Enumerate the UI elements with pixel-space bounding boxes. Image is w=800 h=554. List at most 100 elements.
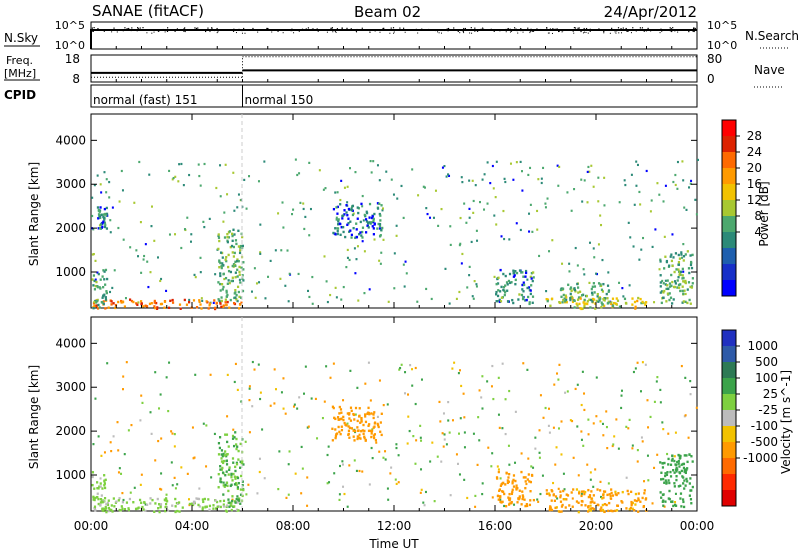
echo-point — [571, 505, 574, 508]
echo-point — [151, 498, 154, 502]
nsky-point — [647, 27, 649, 29]
echo-point — [107, 509, 110, 513]
echo-point — [96, 285, 99, 288]
echo-point — [230, 473, 233, 476]
echo-point — [122, 238, 125, 241]
echo-point — [245, 207, 248, 210]
echo-point — [525, 482, 528, 486]
echo-point — [416, 300, 419, 303]
echo-point — [493, 214, 496, 217]
echo-point — [616, 299, 620, 302]
echo-point — [224, 298, 227, 301]
echo-point — [562, 293, 565, 297]
echo-point — [215, 302, 218, 305]
echo-point — [505, 504, 508, 508]
echo-point — [695, 406, 698, 409]
echo-point — [104, 505, 107, 509]
echo-point — [101, 221, 104, 225]
echo-point — [458, 432, 461, 435]
echo-point — [548, 250, 551, 253]
echo-point — [98, 214, 101, 217]
echo-point — [170, 430, 173, 433]
echo-point — [217, 236, 221, 239]
echo-point — [597, 176, 600, 179]
nsky-point — [336, 28, 339, 30]
echo-point — [688, 271, 691, 275]
echo-point — [685, 468, 688, 472]
y-tick-label: 2000 — [55, 221, 86, 235]
echo-point — [524, 504, 527, 508]
echo-point — [159, 302, 163, 306]
nave-tick-bottom: 0 — [707, 72, 715, 86]
echo-point — [578, 490, 581, 494]
echo-point — [340, 417, 343, 420]
echo-point — [521, 490, 524, 493]
echo-point — [521, 297, 525, 301]
echo-point — [566, 494, 570, 497]
echo-point — [525, 503, 528, 506]
echo-point — [676, 468, 679, 471]
echo-point — [347, 433, 350, 436]
echo-point — [602, 493, 605, 497]
nsearch-point — [618, 32, 620, 34]
nsky-point — [383, 27, 385, 29]
echo-point — [226, 282, 229, 285]
echo-point — [378, 450, 381, 453]
echo-point — [234, 477, 237, 480]
echo-point — [233, 475, 236, 478]
echo-point — [374, 438, 377, 442]
echo-point — [375, 441, 378, 444]
echo-point — [682, 466, 686, 470]
echo-point — [633, 509, 636, 512]
echo-point — [590, 490, 593, 493]
echo-point — [198, 174, 201, 178]
echo-point — [665, 287, 668, 291]
echo-point — [481, 178, 484, 181]
echo-point — [195, 497, 198, 500]
y-tick-label: 1000 — [55, 468, 86, 482]
echo-point — [662, 493, 665, 496]
nsearch-point — [404, 31, 406, 33]
nsky-point — [122, 30, 124, 32]
echo-point — [223, 485, 226, 488]
echo-point — [677, 286, 681, 289]
echo-point — [607, 300, 610, 303]
echo-point — [99, 287, 102, 290]
echo-point — [562, 489, 565, 493]
nsky-point — [174, 30, 176, 32]
echo-point — [631, 297, 634, 300]
echo-point — [378, 224, 382, 228]
echo-point — [465, 221, 468, 224]
colorbar-tick-label: 500 — [755, 355, 778, 369]
echo-point — [97, 213, 101, 216]
echo-point — [592, 494, 595, 497]
echo-point — [233, 233, 236, 236]
echo-point — [138, 160, 141, 164]
nsky-point — [470, 27, 472, 29]
echo-point — [121, 300, 125, 304]
nsky-point — [611, 27, 613, 29]
echo-point — [542, 416, 545, 419]
echo-point — [521, 189, 524, 192]
echo-point — [325, 280, 328, 283]
echo-point — [180, 162, 183, 166]
echo-point — [228, 230, 231, 233]
echo-point — [304, 215, 307, 219]
echo-point — [100, 191, 103, 194]
echo-point — [588, 298, 591, 301]
echo-point — [222, 481, 225, 484]
echo-point — [511, 488, 514, 491]
echo-point — [528, 503, 532, 507]
echo-point — [606, 446, 609, 450]
colorbar-segment — [722, 152, 736, 169]
nsearch-point — [693, 31, 695, 33]
nsky-point — [207, 27, 209, 29]
echo-point — [662, 428, 665, 431]
nsky-point — [415, 28, 417, 30]
echo-point — [677, 283, 681, 287]
echo-point — [677, 263, 681, 266]
echo-point — [97, 487, 100, 490]
nsky-point — [157, 30, 160, 32]
echo-point — [154, 502, 157, 505]
